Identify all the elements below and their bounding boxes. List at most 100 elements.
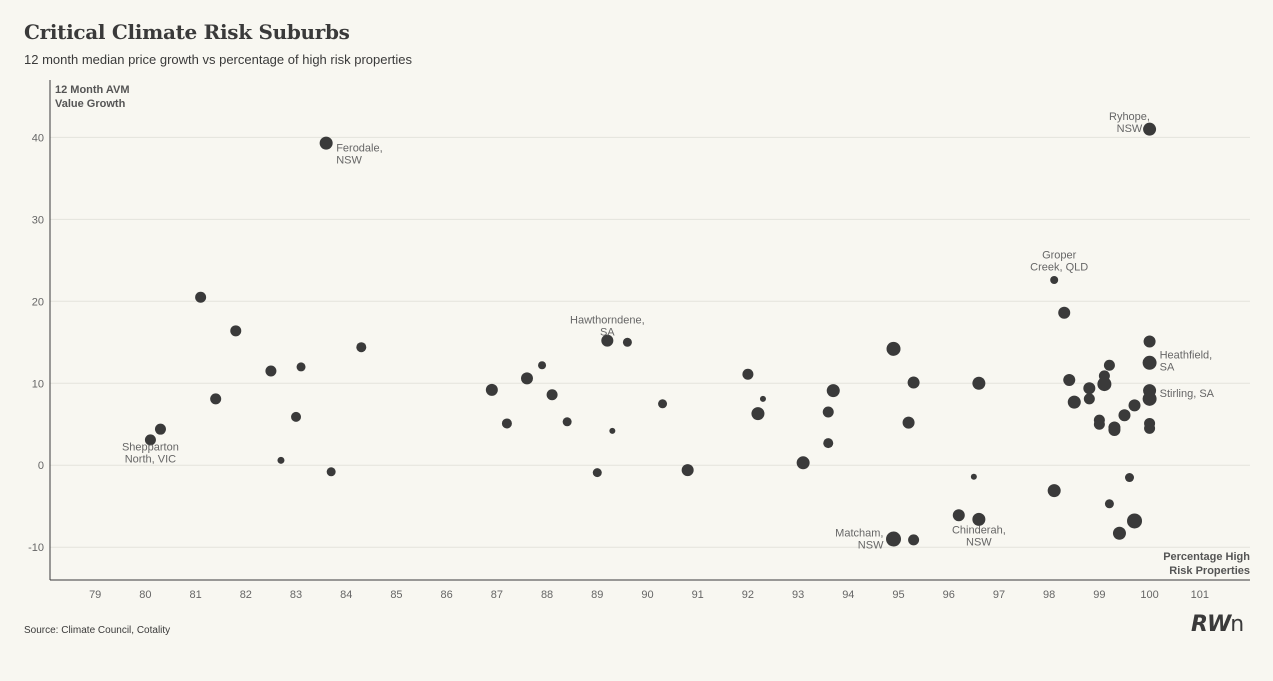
point-label: NSW [858, 540, 884, 552]
chart-title: Critical Climate Risk Suburbs [24, 20, 350, 44]
data-point [823, 438, 834, 449]
data-point [326, 467, 336, 477]
data-point [291, 411, 302, 422]
data-point [1103, 359, 1115, 371]
data-point [972, 376, 986, 390]
data-point [296, 362, 306, 372]
x-tick-label: 89 [591, 589, 603, 601]
x-tick-label: 88 [541, 589, 553, 601]
point-label: Hawthorndene, [570, 314, 645, 326]
point-label: NSW [966, 536, 992, 548]
x-tick-label: 96 [943, 589, 955, 601]
data-point [1142, 355, 1157, 370]
data-point [1083, 393, 1095, 405]
data-point [886, 531, 902, 547]
data-point [319, 136, 333, 150]
data-point [356, 342, 367, 353]
x-tick-label: 84 [340, 589, 352, 601]
data-point [658, 399, 668, 409]
data-point [601, 334, 614, 347]
x-tick-labels: 79 80 81 82 83 84 85 86 87 88 89 90 91 92 93 94 95 96 97 98… [89, 589, 1209, 601]
data-point [144, 434, 156, 446]
x-tick-label: 81 [189, 589, 201, 601]
y-tick-label: 10 [32, 378, 44, 390]
data-point [1067, 395, 1081, 409]
data-point [952, 509, 965, 522]
data-point [195, 291, 207, 303]
data-point [1143, 122, 1157, 136]
data-point [277, 456, 285, 464]
point-label: Ferodale, [336, 142, 382, 154]
data-point [742, 368, 754, 380]
data-point [826, 384, 840, 398]
data-point [485, 383, 498, 396]
x-tick-label: 98 [1043, 589, 1055, 601]
x-tick-label: 92 [742, 589, 754, 601]
axes [49, 80, 1250, 581]
data-point [1097, 377, 1112, 392]
x-tick-label: 80 [139, 589, 151, 601]
brand-logo: RWn [1191, 612, 1244, 637]
logo-text: RW [1191, 612, 1231, 637]
data-point [1128, 399, 1141, 412]
x-tick-label: 91 [692, 589, 704, 601]
gridlines [50, 136, 1250, 548]
data-point [1093, 418, 1105, 430]
y-axis-label: Value Growth [55, 98, 126, 110]
data-point [681, 464, 694, 477]
x-axis-label: Risk Properties [1169, 565, 1250, 577]
data-point [1144, 422, 1156, 434]
data-point [609, 427, 616, 434]
point-label: SA [1160, 362, 1175, 374]
data-point [562, 417, 572, 427]
data-point [538, 361, 547, 370]
chart-subtitle: 12 month median price growth vs percenta… [24, 52, 413, 67]
point-label: Heathfield, [1160, 350, 1213, 362]
y-tick-label: 30 [32, 214, 44, 226]
data-point [822, 406, 834, 418]
point-label: Chinderah, [952, 524, 1006, 536]
x-tick-label: 79 [89, 589, 101, 601]
data-point [520, 372, 533, 385]
point-label: SA [600, 326, 615, 338]
point-label: Stirling, SA [1160, 388, 1215, 400]
data-point [1112, 526, 1126, 540]
logo-suffix: n [1230, 612, 1244, 637]
x-tick-label: 87 [491, 589, 503, 601]
x-tick-label: 85 [390, 589, 402, 601]
x-tick-label: 94 [842, 589, 854, 601]
data-point [1142, 391, 1157, 406]
y-tick-label: 40 [32, 132, 44, 144]
x-tick-label: 86 [441, 589, 453, 601]
data-points [144, 122, 1157, 547]
y-tick-labels: -10 0 10 20 30 40 [28, 132, 44, 554]
x-tick-label: 82 [240, 589, 252, 601]
data-point [970, 473, 977, 480]
data-point [1050, 276, 1059, 284]
x-axis-label: Percentage High [1163, 551, 1250, 563]
data-point [265, 365, 277, 377]
x-tick-label: 93 [792, 589, 804, 601]
point-label: Creek, QLD [1030, 262, 1088, 274]
point-label: Ryhope, [1109, 111, 1150, 123]
data-point [1083, 382, 1096, 395]
data-point [908, 534, 920, 546]
data-point [1118, 409, 1131, 422]
y-axis-label: 12 Month AVM [55, 84, 130, 96]
data-point [759, 395, 766, 402]
x-tick-label: 99 [1093, 589, 1105, 601]
data-point [907, 376, 920, 389]
y-tick-label: 0 [38, 460, 44, 472]
x-tick-label: 101 [1191, 589, 1209, 601]
x-tick-label: 100 [1140, 589, 1158, 601]
data-point [1063, 374, 1076, 386]
data-point [592, 468, 602, 478]
data-point [210, 393, 222, 405]
point-label: NSW [1117, 123, 1143, 135]
data-point [1108, 424, 1121, 436]
point-label: NSW [336, 154, 362, 166]
data-point [1104, 499, 1114, 509]
data-point [154, 423, 166, 435]
